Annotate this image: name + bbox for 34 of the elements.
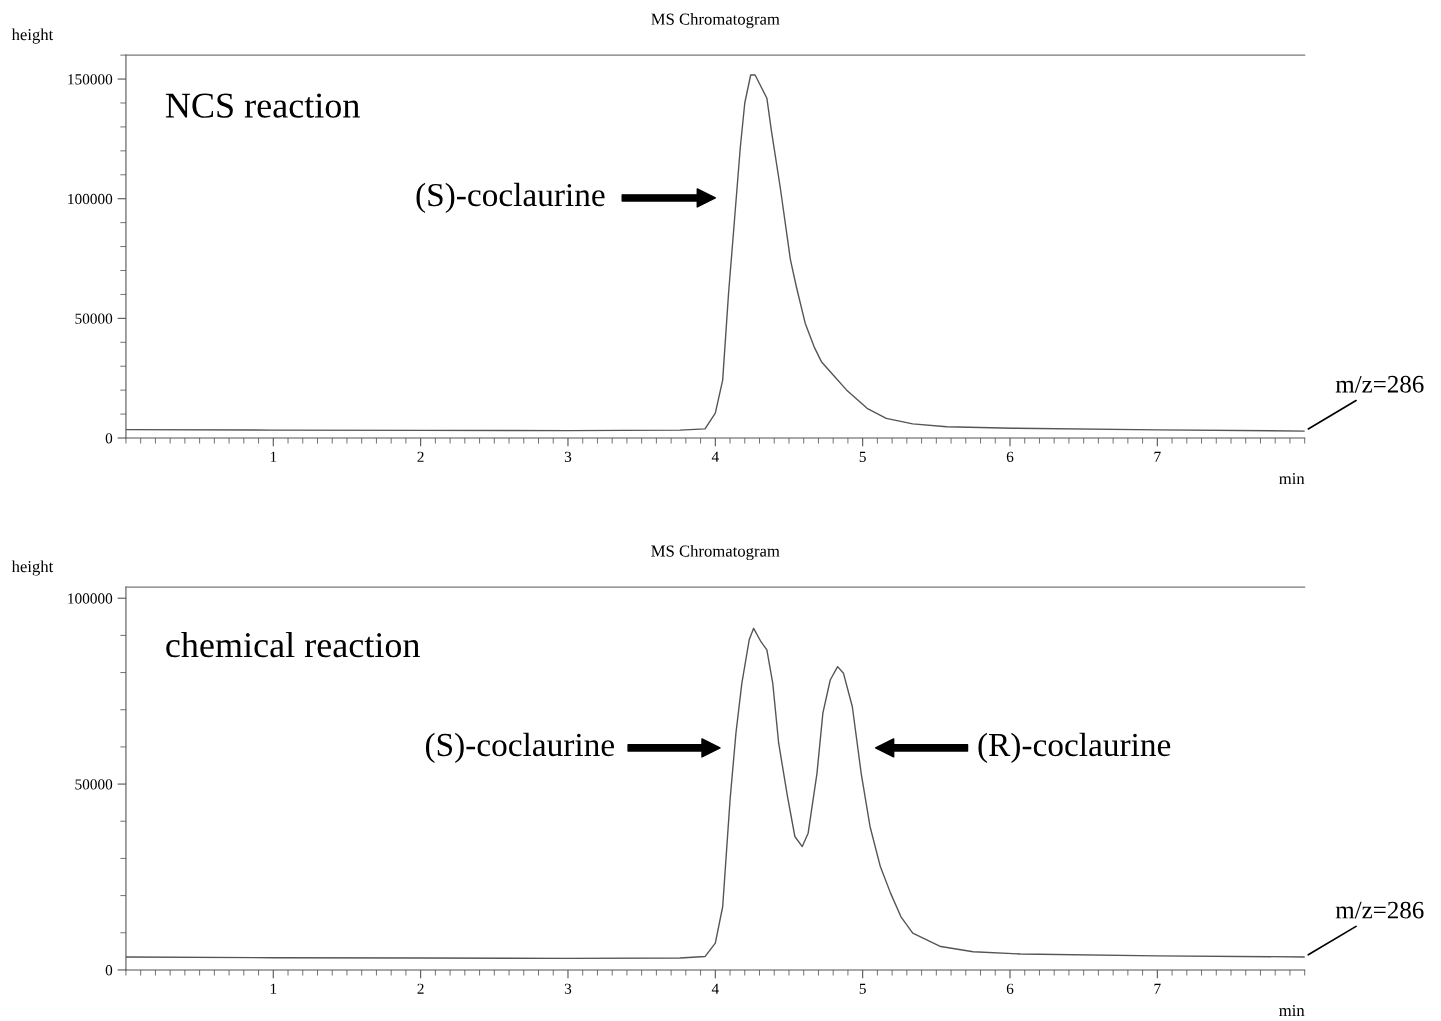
x-axis-title: min xyxy=(1279,1004,1305,1016)
x-tick-label: 6 xyxy=(1006,451,1014,462)
x-tick-label: 5 xyxy=(859,983,866,994)
annotation: NCS reaction xyxy=(165,93,360,118)
y-tick-label: 100000 xyxy=(68,193,113,205)
x-tick-label: 4 xyxy=(711,983,719,994)
y-tick-label: 50000 xyxy=(75,779,113,790)
annotation: m/z=286 xyxy=(1335,901,1424,919)
annotation: (S)-coclaurine xyxy=(416,182,605,214)
chart-title: MS Chromatogram xyxy=(651,544,780,561)
y-tick-label: 0 xyxy=(105,433,113,444)
y-tick-label: 100000 xyxy=(68,593,113,604)
y-tick-label: 0 xyxy=(105,965,113,976)
x-axis-title: min xyxy=(1279,473,1305,485)
y-axis-title: height xyxy=(11,28,54,44)
x-tick-label: 3 xyxy=(564,983,572,994)
annotation: (S)-coclaurine xyxy=(425,732,614,763)
x-tick-label: 7 xyxy=(1154,451,1161,462)
x-tick-label: 7 xyxy=(1154,983,1161,994)
x-tick-label: 5 xyxy=(859,451,866,462)
annotation: m/z=286 xyxy=(1335,375,1424,393)
annotation: (R)-coclaurine xyxy=(978,732,1171,763)
chart-title: MS Chromatogram xyxy=(651,13,780,29)
x-tick-label: 2 xyxy=(417,983,424,994)
x-tick-label: 1 xyxy=(270,983,277,994)
x-tick-label: 4 xyxy=(711,451,719,462)
x-tick-label: 1 xyxy=(270,451,277,462)
y-tick-label: 50000 xyxy=(75,313,113,324)
y-axis-title: height xyxy=(11,560,54,576)
annotation: chemical reaction xyxy=(166,631,420,658)
x-tick-label: 6 xyxy=(1006,983,1014,994)
y-tick-label: 150000 xyxy=(68,74,113,85)
x-tick-label: 2 xyxy=(417,451,424,462)
x-tick-label: 3 xyxy=(564,451,572,462)
